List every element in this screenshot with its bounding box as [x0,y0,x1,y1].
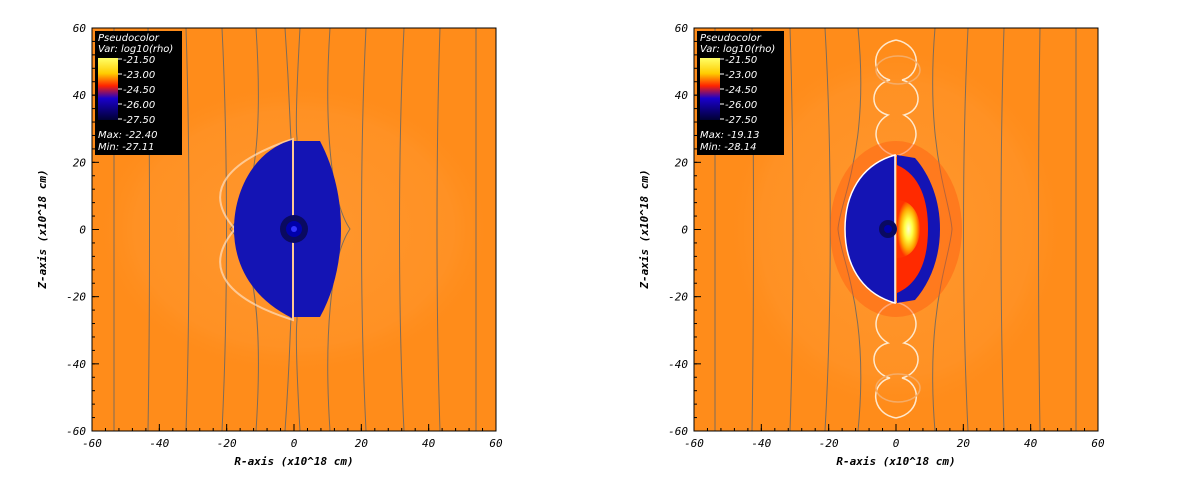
y-tick-label: -20 [66,291,86,304]
y-tick-label: 0 [79,224,86,237]
legend-level: -26.00 [123,100,155,111]
cavity-left-half [844,154,896,304]
legend-title: Pseudocolor [700,33,762,44]
y-tick-label: -40 [668,358,688,371]
x-tick-label: 60 [489,437,503,450]
y-tick-label: -60 [66,425,86,438]
legend-min: Min: -27.11 [98,142,155,153]
y-tick-label: -60 [668,425,688,438]
legend-level: -23.00 [725,70,757,81]
density-plot-right: -60 -40 -20 0 20 40 60 -60 -40 -20 0 20 40 60 Pseudoc… [638,22,1105,468]
y-tick-label: 20 [73,156,87,169]
legend-level: -24.50 [725,85,757,96]
legend-max: Max: -19.13 [700,130,759,141]
legend-level: -21.50 [725,55,757,66]
x-tick-label: 0 [291,437,298,450]
x-tick-label: 20 [355,437,369,450]
legend-colorbar [98,58,118,120]
legend-max: Max: -22.40 [98,130,157,141]
y-tick-label: -20 [668,291,688,304]
legend-colorbar [700,58,720,120]
y-tick-label: 0 [681,224,688,237]
jet-structures [873,39,921,419]
x-tick-label: -60 [684,437,704,450]
legend-level: -23.00 [123,70,155,81]
x-tick-label: 60 [1091,437,1105,450]
legend-box: Pseudocolor Var: log10(rho) -21.50 -23.0… [95,31,182,155]
x-tick-label: 40 [1024,437,1038,450]
x-tick-label: -40 [149,437,169,450]
legend-level: -26.00 [725,100,757,111]
y-tick-label: 40 [675,89,689,102]
cavity-right-half [294,141,341,317]
x-axis-label: R-axis (x10^18 cm) [234,455,353,468]
y-tick-label: -40 [66,358,86,371]
x-tick-label: -60 [82,437,102,450]
field-lines [714,27,1077,432]
legend-var: Var: log10(rho) [700,44,775,55]
x-tick-label: -20 [819,437,839,450]
density-plot-left: -60 -40 -20 0 20 40 60 -60 -40 -20 0 20 40 60 Pseudoc… [36,22,503,468]
legend-level: -27.50 [123,115,155,126]
y-tick-label: 60 [675,22,689,35]
legend-title: Pseudocolor [98,33,160,44]
x-tick-label: 20 [957,437,971,450]
x-tick-label: 0 [893,437,900,450]
legend-level: -24.50 [123,85,155,96]
legend-min: Min: -28.14 [700,142,757,153]
legend-level: -27.50 [725,115,757,126]
axis-ticks: -60 -40 -20 0 20 40 60 -60 -40 -20 0 20 40 60 [66,22,503,450]
axis-ticks: -60 -40 -20 0 20 40 60 -60 -40 -20 0 20 40 60 [668,22,1105,450]
legend-var: Var: log10(rho) [98,44,173,55]
y-tick-label: 60 [73,22,87,35]
x-tick-label: -40 [751,437,771,450]
x-tick-label: 40 [422,437,436,450]
x-axis-label: R-axis (x10^18 cm) [836,455,955,468]
y-axis-label: Z-axis (x10^18 cm) [638,169,651,289]
x-tick-label: -20 [217,437,237,450]
legend-level: -21.50 [123,55,155,66]
hot-core [897,200,920,258]
y-tick-label: 20 [675,156,689,169]
cavity-left-half [234,140,292,318]
y-tick-label: 40 [73,89,87,102]
legend-box: Pseudocolor Var: log10(rho) -21.50 -23.0… [697,31,784,155]
y-axis-label: Z-axis (x10^18 cm) [36,169,49,289]
